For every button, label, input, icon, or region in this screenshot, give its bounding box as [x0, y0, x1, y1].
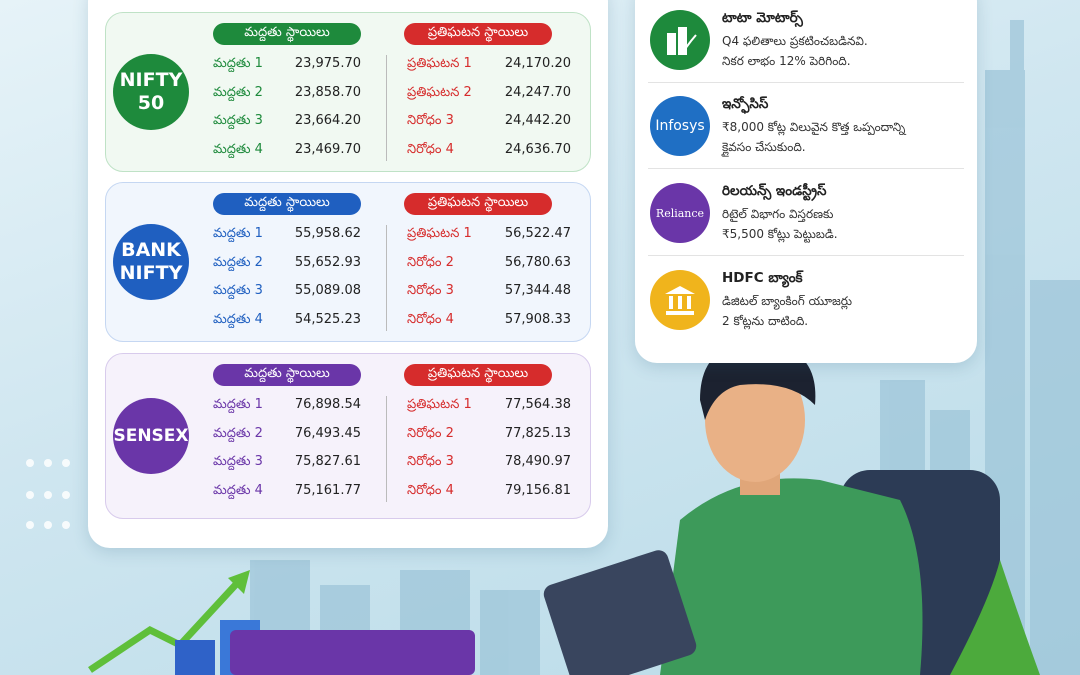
separator: [648, 168, 964, 169]
support-label: మద్దతు 1: [213, 397, 263, 412]
support-value: 75,827.61: [294, 454, 361, 470]
logo-text: 50: [137, 92, 165, 114]
resistance-label: ప్రతిఘటన 1: [407, 56, 472, 71]
resistance-value: 56,780.63: [504, 254, 571, 270]
support-value: 55,958.62: [294, 226, 361, 241]
resistance-value: 79,156.81: [504, 483, 571, 499]
logo-text: Reliance: [655, 206, 705, 220]
resistance-value: 78,490.97: [504, 454, 571, 470]
support-value: 76,898.54: [294, 397, 361, 412]
resistance-label: నిరోధం 3: [407, 113, 454, 129]
news-text: Q4 ఫలితాలు ప్రకటించబడినవి.: [722, 34, 868, 48]
logo-text: NIFTY: [119, 69, 183, 91]
resistance-value: 24,170.20: [504, 56, 571, 71]
logo-text: Infosys: [655, 118, 705, 134]
resistance-value: 77,564.38: [504, 397, 571, 412]
news-title: టాటా మోటార్స్: [722, 10, 803, 26]
divider: [386, 396, 387, 502]
resistance-value: 24,636.70: [504, 142, 571, 158]
resistance-header: ప్రతిఘటన స్థాయిలు: [404, 193, 552, 215]
resistance-value: 57,344.48: [504, 283, 571, 299]
resistance-label: ప్రతిఘటన 1: [407, 226, 472, 241]
news-title: ఇన్ఫోసిస్: [722, 96, 769, 112]
divider: [386, 225, 387, 331]
resistance-value: 57,908.33: [504, 312, 571, 328]
index-logo: SENSEX: [113, 398, 189, 474]
news-title: HDFC బ్యాంక్: [722, 270, 803, 286]
news-logo: Infosys: [650, 96, 710, 156]
support-header: మద్దతు స్థాయిలు: [213, 23, 361, 45]
support-label: మద్దతు 1: [213, 56, 263, 71]
support-value: 23,664.20: [294, 113, 361, 129]
logo-text: SENSEX: [113, 425, 189, 446]
news-text: రిటైల్ విభాగం విస్తరణకు: [722, 207, 834, 221]
news-logo: [650, 270, 710, 330]
support-label: మద్దతు 3: [213, 113, 263, 129]
resistance-label: నిరోధం 2: [407, 425, 454, 441]
support-label: మద్దతు 2: [213, 254, 263, 270]
support-value: 54,525.23: [294, 312, 361, 328]
logo-text: BANK: [121, 239, 181, 261]
resistance-label: నిరోధం 3: [407, 283, 454, 299]
divider: [386, 55, 387, 161]
resistance-label: ప్రతిఘటన 2: [407, 84, 472, 100]
support-value: 23,975.70: [294, 56, 361, 71]
icon: [665, 286, 695, 315]
support-value: 55,652.93: [294, 254, 361, 270]
news-text: నికర లాభం 12% పెరిగింది.: [722, 54, 851, 68]
resistance-label: నిరోధం 2: [407, 254, 454, 270]
support-header: మద్దతు స్థాయిలు: [213, 364, 361, 386]
index-card: NIFTY 50 మద్దతు స్థాయిలు ప్రతిఘటన స్థాయిలు మ…: [105, 12, 591, 172]
news-item: టాటా మోటార్స్ Q4 ఫలితాలు ప్రకటించబడినవి. న…: [648, 4, 963, 88]
resistance-value: 24,442.20: [504, 113, 571, 129]
resistance-label: నిరోధం 4: [407, 142, 454, 158]
resistance-label: నిరోధం 4: [407, 483, 454, 499]
support-label: మద్దతు 3: [213, 454, 263, 470]
resistance-header: ప్రతిఘటన స్థాయిలు: [404, 23, 552, 45]
support-value: 55,089.08: [294, 283, 361, 299]
index-logo: BANK NIFTY: [113, 224, 189, 300]
resistance-label: ప్రతిఘటన 1: [407, 397, 472, 412]
news-logo: Reliance: [650, 183, 710, 243]
index-logo: NIFTY 50: [113, 54, 189, 130]
support-label: మద్దతు 3: [213, 283, 263, 299]
support-header: మద్దతు స్థాయిలు: [213, 193, 361, 215]
news-text: డిజిటల్ బ్యాంకింగ్ యూజర్లు: [722, 294, 853, 308]
news-item: Reliance రిలయన్స్ ఇండస్ట్రీస్ రిటైల్ విభాగ…: [648, 177, 963, 261]
news-item: HDFC బ్యాంక్ డిజిటల్ బ్యాంకింగ్ యూజర్లు 2 …: [648, 264, 963, 348]
resistance-value: 24,247.70: [504, 84, 571, 100]
resistance-label: నిరోధం 3: [407, 454, 454, 470]
support-value: 23,469.70: [294, 142, 361, 158]
support-value: 75,161.77: [294, 483, 361, 499]
news-logo: [650, 10, 710, 70]
support-value: 23,858.70: [294, 84, 361, 100]
news-text: ₹5,500 కోట్లు పెట్టుబడి.: [722, 227, 838, 241]
logo-text: NIFTY: [119, 262, 183, 284]
support-label: మద్దతు 2: [213, 425, 263, 441]
support-value: 76,493.45: [294, 425, 361, 441]
resistance-value: 77,825.13: [504, 425, 571, 441]
news-item: Infosys ఇన్ఫోసిస్ ₹8,000 కోట్ల విలువైన కొత…: [648, 90, 963, 174]
support-label: మద్దతు 1: [213, 226, 263, 241]
support-label: మద్దతు 4: [213, 483, 263, 499]
separator: [648, 82, 964, 83]
resistance-label: నిరోధం 4: [407, 312, 454, 328]
news-text: క్లైవసం చేసుకుంది.: [722, 140, 806, 154]
icon: [667, 27, 697, 55]
news-title: రిలయన్స్ ఇండస్ట్రీస్: [722, 183, 827, 199]
index-card: SENSEX మద్దతు స్థాయిలు ప్రతిఘటన స్థాయిలు మద…: [105, 353, 591, 519]
support-label: మద్దతు 2: [213, 84, 263, 100]
support-label: మద్దతు 4: [213, 142, 263, 158]
resistance-header: ప్రతిఘటన స్థాయిలు: [404, 364, 552, 386]
support-label: మద్దతు 4: [213, 312, 263, 328]
news-text: ₹8,000 కోట్ల విలువైన కొత్త ఒప్పందాన్ని: [722, 120, 906, 134]
news-text: 2 కోట్లను దాటింది.: [722, 314, 809, 328]
resistance-value: 56,522.47: [504, 226, 571, 241]
separator: [648, 255, 964, 256]
index-card: BANK NIFTY మద్దతు స్థాయిలు ప్రతిఘటన స్థాయిల…: [105, 182, 591, 342]
